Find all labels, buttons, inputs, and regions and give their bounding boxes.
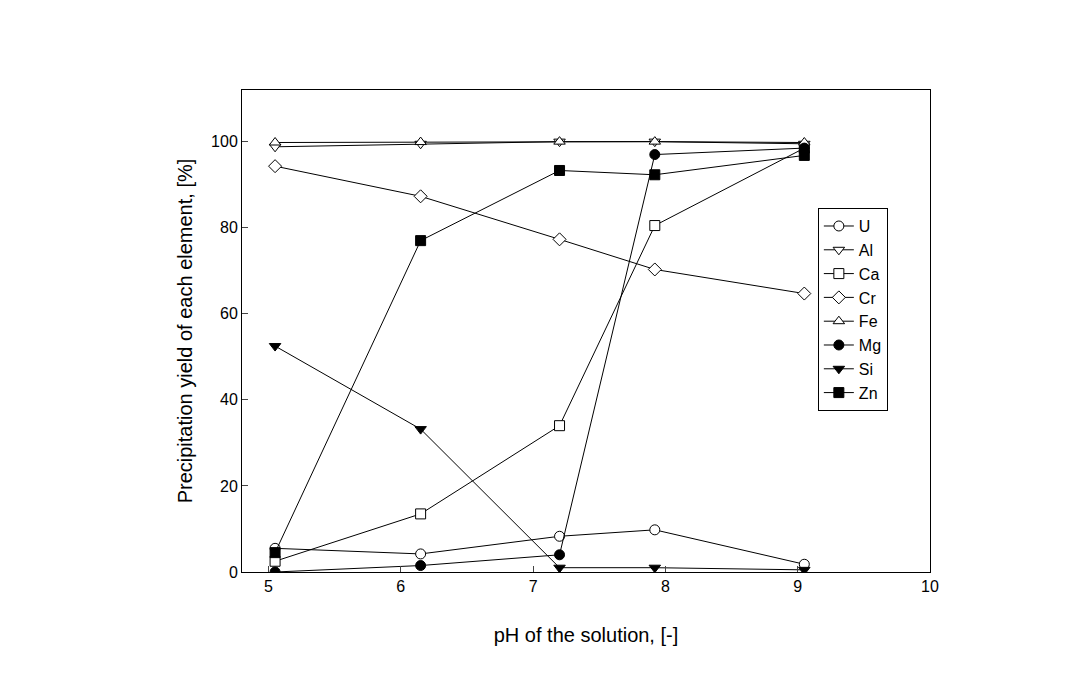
- svg-text:Si: Si: [859, 361, 873, 378]
- svg-text:Zn: Zn: [859, 385, 878, 402]
- svg-text:60: 60: [220, 305, 238, 322]
- svg-text:9: 9: [793, 578, 802, 595]
- svg-text:8: 8: [661, 578, 670, 595]
- svg-text:Cr: Cr: [859, 290, 877, 307]
- svg-text:40: 40: [220, 391, 238, 408]
- svg-text:5: 5: [264, 578, 273, 595]
- svg-text:U: U: [859, 218, 871, 235]
- svg-text:100: 100: [211, 133, 238, 150]
- svg-text:6: 6: [396, 578, 405, 595]
- svg-text:10: 10: [921, 578, 939, 595]
- svg-text:7: 7: [529, 578, 538, 595]
- svg-text:0: 0: [229, 564, 238, 581]
- svg-text:pH of the solution, [-]: pH of the solution, [-]: [494, 624, 679, 646]
- svg-text:Mg: Mg: [859, 337, 881, 354]
- svg-text:20: 20: [220, 478, 238, 495]
- svg-text:Fe: Fe: [859, 313, 878, 330]
- svg-text:Ca: Ca: [859, 266, 880, 283]
- svg-text:Precipitation yield of each el: Precipitation yield of each element, [%]: [174, 159, 196, 504]
- svg-text:Al: Al: [859, 242, 873, 259]
- svg-text:80: 80: [220, 219, 238, 236]
